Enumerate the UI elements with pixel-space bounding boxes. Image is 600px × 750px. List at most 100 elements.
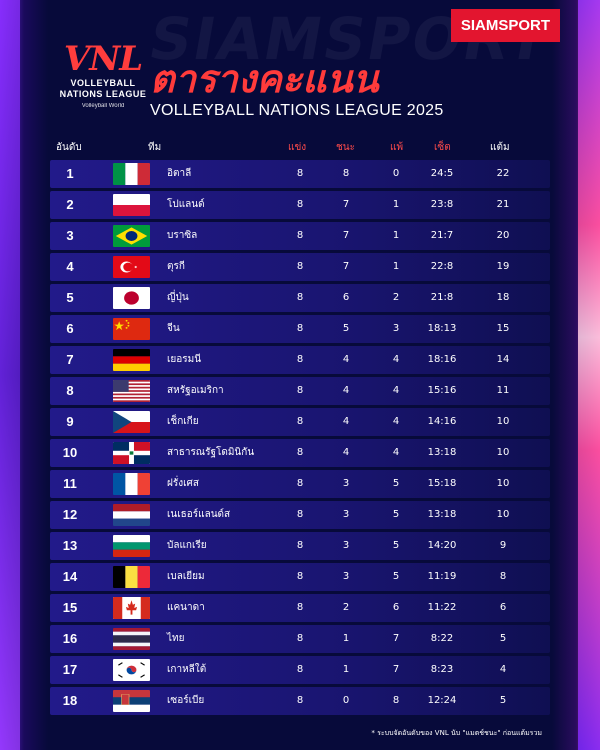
won-cell: 8 xyxy=(342,168,350,179)
won-cell: 3 xyxy=(342,509,350,520)
country-cell: สหรัฐอเมริกา xyxy=(167,385,224,396)
japan-flag xyxy=(113,287,150,309)
vnl-logo: VNL VOLLEYBALL NATIONS LEAGUE Volleyball… xyxy=(58,40,148,109)
lost-cell: 5 xyxy=(392,571,400,582)
rank-cell: 6 xyxy=(66,321,74,336)
rank-cell: 2 xyxy=(66,197,74,212)
lost-cell: 5 xyxy=(392,509,400,520)
vnl-logo-line2: NATIONS LEAGUE xyxy=(59,89,147,99)
sets-cell: 14:20 xyxy=(427,540,457,551)
points-cell: 6 xyxy=(499,602,507,613)
header-won: ชนะ xyxy=(336,142,355,153)
country-cell: เนเธอร์แลนด์ส xyxy=(167,509,231,520)
siamsport-badge: SIAMSPORT xyxy=(450,9,560,42)
played-cell: 8 xyxy=(296,540,304,551)
turkey-flag xyxy=(113,256,150,278)
lost-cell: 8 xyxy=(392,695,400,706)
played-cell: 8 xyxy=(296,664,304,675)
header-points: แต้ม xyxy=(490,142,510,153)
rank-cell: 13 xyxy=(62,538,78,553)
table-row: 7 เยอรมนี 8 4 4 18:16 14 xyxy=(50,346,550,374)
sets-cell: 18:13 xyxy=(427,323,457,334)
lost-cell: 4 xyxy=(392,447,400,458)
played-cell: 8 xyxy=(296,292,304,303)
country-cell: เกาหลีใต้ xyxy=(167,664,207,675)
table-row: 11 ฝรั่งเศส 8 3 5 15:18 10 xyxy=(50,470,550,498)
italy-flag xyxy=(113,163,150,185)
sets-cell: 23:8 xyxy=(430,199,454,210)
played-cell: 8 xyxy=(296,416,304,427)
rank-cell: 4 xyxy=(66,259,74,274)
table-row: 13 บัลแกเรีย 8 3 5 14:20 9 xyxy=(50,532,550,560)
played-cell: 8 xyxy=(296,695,304,706)
rank-cell: 7 xyxy=(66,352,74,367)
lost-cell: 6 xyxy=(392,602,400,613)
country-cell: เบลเยียม xyxy=(167,571,205,582)
won-cell: 1 xyxy=(342,633,350,644)
won-cell: 1 xyxy=(342,664,350,675)
won-cell: 7 xyxy=(342,261,350,272)
points-cell: 5 xyxy=(499,695,507,706)
rank-cell: 17 xyxy=(62,662,78,677)
lost-cell: 1 xyxy=(392,230,400,241)
table-header: อันดับ ทีม แข่ง ชนะ แพ้ เซ็ต แต้ม xyxy=(50,140,550,154)
points-cell: 10 xyxy=(496,478,510,489)
points-cell: 5 xyxy=(499,633,507,644)
sets-cell: 15:16 xyxy=(427,385,457,396)
sets-cell: 21:7 xyxy=(430,230,454,241)
table-row: 3 บราซิล 8 7 1 21:7 20 xyxy=(50,222,550,250)
rank-cell: 8 xyxy=(66,383,74,398)
country-cell: อิตาลี xyxy=(167,168,192,179)
rank-cell: 5 xyxy=(66,290,74,305)
table-row: 8 สหรัฐอเมริกา 8 4 4 15:16 11 xyxy=(50,377,550,405)
points-cell: 11 xyxy=(496,385,510,396)
played-cell: 8 xyxy=(296,478,304,489)
page-subtitle: VOLLEYBALL NATIONS LEAGUE 2025 xyxy=(150,102,444,119)
sets-cell: 18:16 xyxy=(427,354,457,365)
rank-cell: 10 xyxy=(62,445,78,460)
country-cell: ตุรกี xyxy=(167,261,185,272)
won-cell: 4 xyxy=(342,447,350,458)
won-cell: 3 xyxy=(342,571,350,582)
points-cell: 18 xyxy=(496,292,510,303)
south-korea-flag xyxy=(113,659,150,681)
volleyball-world-text: Volleyball World xyxy=(81,103,125,109)
sets-cell: 14:16 xyxy=(427,416,457,427)
country-cell: เช็กเกีย xyxy=(167,416,199,427)
netherlands-flag xyxy=(113,504,150,526)
played-cell: 8 xyxy=(296,509,304,520)
header-played: แข่ง xyxy=(288,142,307,153)
played-cell: 8 xyxy=(296,261,304,272)
country-cell: ฝรั่งเศส xyxy=(167,478,199,489)
country-cell: จีน xyxy=(167,323,180,334)
played-cell: 8 xyxy=(296,354,304,365)
points-cell: 15 xyxy=(496,323,510,334)
lost-cell: 4 xyxy=(392,354,400,365)
points-cell: 21 xyxy=(496,199,510,210)
sets-cell: 13:18 xyxy=(427,447,457,458)
rank-cell: 16 xyxy=(62,631,78,646)
sets-cell: 12:24 xyxy=(427,695,457,706)
table-row: 18 เซอร์เบีย 8 0 8 12:24 5 xyxy=(50,687,550,715)
won-cell: 0 xyxy=(342,695,350,706)
lost-cell: 1 xyxy=(392,261,400,272)
table-row: 15 แคนาดา 8 2 6 11:22 6 xyxy=(50,594,550,622)
won-cell: 7 xyxy=(342,199,350,210)
played-cell: 8 xyxy=(296,168,304,179)
won-cell: 4 xyxy=(342,416,350,427)
table-row: 4 ตุรกี 8 7 1 22:8 19 xyxy=(50,253,550,281)
won-cell: 4 xyxy=(342,385,350,396)
lost-cell: 5 xyxy=(392,540,400,551)
poland-flag xyxy=(113,194,150,216)
played-cell: 8 xyxy=(296,602,304,613)
china-flag xyxy=(113,318,150,340)
sets-cell: 13:18 xyxy=(427,509,457,520)
country-cell: ญี่ปุ่น xyxy=(167,292,189,303)
won-cell: 6 xyxy=(342,292,350,303)
table-row: 6 จีน 8 5 3 18:13 15 xyxy=(50,315,550,343)
points-cell: 20 xyxy=(496,230,510,241)
country-cell: บัลแกเรีย xyxy=(167,540,207,551)
thailand-flag xyxy=(113,628,150,650)
dominican-republic-flag xyxy=(113,442,150,464)
page-title: ตารางคะแนน xyxy=(150,57,379,101)
